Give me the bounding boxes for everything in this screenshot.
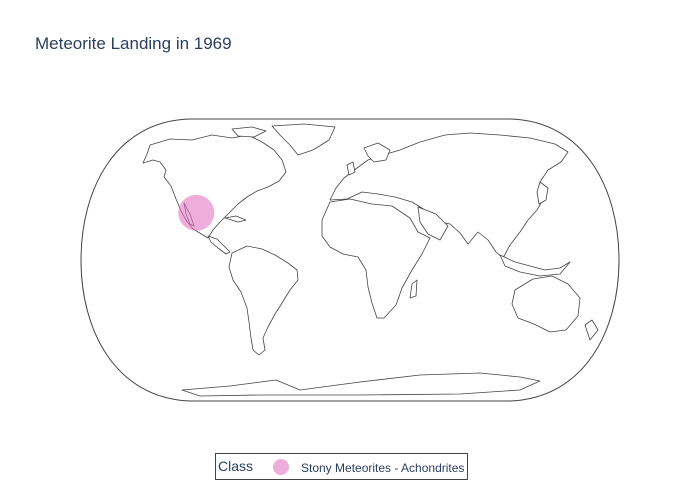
land-madagascar bbox=[409, 279, 418, 299]
land-cuba bbox=[224, 215, 247, 223]
land-southeast-asia-islands bbox=[499, 254, 571, 277]
legend-marker-stony-achondrites[interactable] bbox=[273, 459, 289, 475]
legend-title: Class bbox=[218, 458, 254, 474]
legend-label-stony-achondrites[interactable]: Stony Meteorites - Achondrites bbox=[301, 461, 465, 475]
land-new-zealand bbox=[584, 319, 599, 341]
land-arctic-islands bbox=[231, 126, 267, 138]
meteorite-marker-0[interactable] bbox=[178, 194, 215, 231]
land-australia bbox=[511, 275, 581, 333]
land-arabia bbox=[417, 206, 449, 241]
legend: Class Stony Meteorites - Achondrites bbox=[215, 453, 468, 480]
chart-title: Meteorite Landing in 1969 bbox=[35, 34, 232, 53]
land-south-america bbox=[228, 245, 299, 356]
land-british-isles bbox=[346, 161, 356, 176]
land-antarctica bbox=[181, 372, 541, 397]
land-north-america bbox=[142, 134, 287, 239]
land-africa bbox=[321, 198, 431, 319]
map-frame bbox=[80, 118, 620, 402]
land-greenland bbox=[271, 123, 336, 156]
land-japan bbox=[536, 181, 549, 205]
land-scandinavia bbox=[363, 142, 391, 163]
land-central-america bbox=[207, 235, 231, 255]
